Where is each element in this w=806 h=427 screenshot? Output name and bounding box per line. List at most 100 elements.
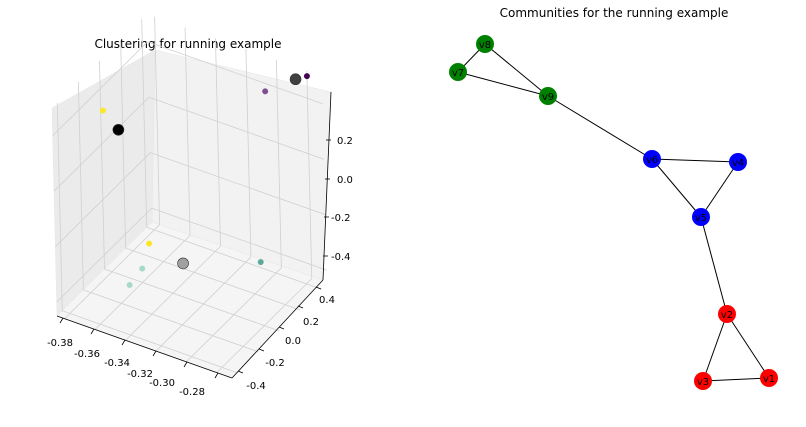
network-node-label: v3: [697, 377, 709, 388]
x-tick-mark: [121, 339, 126, 346]
scatter-point: [257, 259, 264, 266]
network-node-v5: [692, 208, 710, 226]
network-node-v7: [449, 63, 467, 81]
network-title: Communities for the running example: [500, 6, 729, 20]
network-node-label: v4: [732, 158, 744, 169]
network-node-label: v5: [695, 213, 707, 224]
network-edge: [484, 43, 549, 97]
grid-line: [275, 59, 282, 268]
scatter-points: [99, 73, 310, 289]
network-node-v8: [476, 35, 494, 53]
y-tick-mark: [297, 305, 304, 309]
grid-line: [56, 207, 152, 303]
x-tick-label: -0.36: [74, 349, 100, 360]
network-node-label: v2: [721, 310, 733, 321]
grid-line: [55, 152, 151, 247]
grid-line: [62, 310, 238, 374]
network-node-v9: [539, 87, 557, 105]
scatter-point: [139, 265, 146, 272]
x-tick-label: -0.38: [47, 338, 73, 349]
scatter-point: [99, 107, 106, 114]
centroid-point: [177, 257, 189, 270]
network-edge: [547, 95, 653, 160]
grid-line: [245, 49, 252, 258]
y-tick-mark: [237, 370, 244, 374]
grid-line: [151, 207, 327, 271]
grid-line: [53, 96, 150, 192]
network-node-label: v6: [646, 155, 658, 166]
centroid-point: [112, 123, 125, 136]
network-node-v3: [694, 372, 712, 390]
z-tick-label: -0.4: [331, 252, 351, 263]
grid-line: [150, 152, 326, 216]
x-axis-line: [56, 315, 233, 379]
grid-line: [146, 226, 322, 290]
network-node-label: v8: [479, 40, 491, 51]
scatter-point: [262, 88, 269, 95]
x-tick-mark: [183, 361, 188, 368]
y-tick-mark: [315, 286, 322, 290]
centroid-point: [289, 73, 302, 86]
z-tick-label: -0.2: [331, 213, 351, 224]
grid-line: [148, 96, 325, 160]
grid-line: [306, 70, 313, 279]
network-edge: [457, 71, 549, 97]
network-edges: [457, 43, 770, 382]
network-node-v1: [760, 369, 778, 387]
grid-line: [104, 268, 280, 332]
grid-line: [184, 27, 191, 236]
grid-line: [52, 41, 148, 137]
x-tick-mark: [59, 317, 64, 324]
network-nodes: v1 v2 v3 v4 v5 v6 v7 v8 v9: [449, 35, 778, 390]
network-node-label: v1: [763, 374, 775, 385]
x-axis-ticks: -0.38 -0.36 -0.34 -0.32 -0.30 -0.28: [47, 317, 219, 398]
network-panel: Communities for the running example v1 v2…: [449, 6, 778, 390]
grid-line: [141, 19, 148, 228]
network-edge: [702, 313, 728, 382]
network-node-label: v9: [542, 92, 554, 103]
scatter-point: [126, 282, 133, 289]
x-tick-label: -0.30: [149, 378, 175, 389]
grid-line: [99, 60, 105, 270]
grid-line: [83, 289, 259, 353]
y-tick-label: -0.2: [265, 358, 285, 369]
network-edge: [702, 377, 770, 382]
z-axis-ticks: 0.2 0.0 -0.2 -0.4: [323, 136, 353, 263]
network-edge: [651, 158, 702, 218]
scatter-point: [303, 73, 310, 80]
y-tick-label: 0.0: [285, 336, 301, 347]
network-edge: [726, 313, 770, 379]
x-tick-mark: [152, 350, 157, 357]
scatter3d-panel: Clustering for running example -0.38 -0.…: [47, 16, 353, 398]
grid-line: [125, 247, 301, 311]
grid-line: [215, 38, 221, 247]
y-tick-mark: [258, 348, 265, 352]
grid-lines: [52, 16, 327, 374]
network-edge: [700, 161, 739, 218]
scatter3d-title: Clustering for running example: [94, 37, 281, 51]
network-node-v6: [643, 150, 661, 168]
network-edge: [700, 216, 728, 315]
grid-line: [154, 16, 161, 225]
grid-line: [77, 81, 84, 290]
y-axis-ticks: -0.4 -0.2 0.0 0.2 0.4: [237, 286, 335, 392]
y-tick-label: 0.4: [319, 295, 335, 306]
network-edge: [651, 158, 739, 163]
x-tick-label: -0.32: [127, 369, 153, 380]
scatter-point: [146, 240, 153, 247]
y-tick-label: -0.4: [246, 381, 266, 392]
x-tick-mark: [214, 372, 219, 379]
z-tick-label: 0.2: [337, 136, 353, 147]
y-tick-mark: [278, 326, 285, 330]
y-tick-label: 0.2: [303, 317, 319, 328]
z-axis-line: [322, 91, 332, 281]
network-node-v2: [718, 305, 736, 323]
network-node-label: v7: [452, 68, 464, 79]
y-axis-line: [231, 279, 324, 379]
x-tick-label: -0.34: [104, 358, 130, 369]
x-tick-mark: [90, 328, 95, 335]
network-node-v4: [729, 153, 747, 171]
z-tick-label: 0.0: [337, 175, 353, 186]
grid-line: [147, 41, 323, 105]
